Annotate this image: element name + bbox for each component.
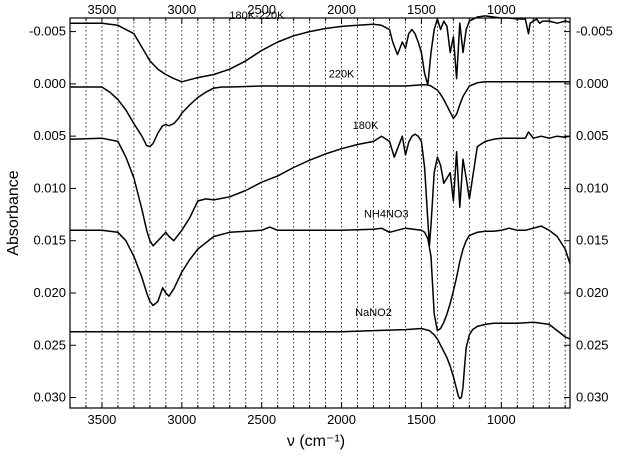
y-tick-label-left: 0.020 — [33, 285, 66, 300]
series-label-0: 180K-220K — [229, 10, 285, 22]
y-tick-label-left: 0.000 — [33, 76, 66, 91]
x-tick-label-bottom: 3500 — [87, 412, 116, 427]
y-tick-label-right: 0.030 — [576, 390, 609, 405]
series-line-4 — [70, 321, 571, 400]
y-tick-label-right: 0.010 — [576, 180, 609, 195]
y-tick-label-right: 0.020 — [576, 285, 609, 300]
series-line-1 — [70, 81, 570, 148]
series-label-1: 220K — [329, 69, 355, 81]
x-tick-label-top: 1000 — [487, 2, 516, 17]
x-tick-label-bottom: 3000 — [167, 412, 196, 427]
gridlines — [85, 18, 566, 408]
y-tick-label-left: 0.015 — [33, 233, 66, 248]
y-tick-label-left: 0.025 — [33, 337, 66, 352]
x-tick-label-top: 3000 — [167, 2, 196, 17]
x-tick-label-bottom: 2000 — [327, 412, 356, 427]
x-tick-label-top: 1500 — [407, 2, 436, 17]
series-label-2: 180K — [353, 120, 379, 132]
x-tick-label-bottom: 2500 — [247, 412, 276, 427]
series-label-3: NH4NO3 — [364, 209, 409, 221]
plot-area — [69, 17, 571, 409]
series-label-4: NaNO2 — [355, 307, 392, 319]
x-tick-label-top: 2000 — [327, 2, 356, 17]
y-tick-label-right: -0.005 — [576, 24, 613, 39]
x-tick-label-bottom: 1000 — [487, 412, 516, 427]
y-axis-title: Absorbance — [5, 170, 22, 255]
x-tick-label-top: 2500 — [247, 2, 276, 17]
y-tick-label-right: 0.005 — [576, 128, 609, 143]
y-tick-label-left: 0.010 — [33, 180, 66, 195]
axes: 3500 3500 3000 3000 2500 2500 2000 2000 1500 1500… — [29, 2, 613, 427]
x-tick-label-bottom: 1500 — [407, 412, 436, 427]
series-line-3 — [70, 225, 571, 332]
series-labels: 180K-220K 220K 180K NH4NO3 NaNO2 — [229, 10, 408, 319]
y-tick-label-right: 0.025 — [576, 337, 609, 352]
series-line-0 — [70, 15, 571, 86]
series-line-2 — [69, 131, 571, 247]
series-group — [69, 15, 571, 400]
x-axis-title: ν (cm⁻¹) — [287, 433, 345, 450]
y-tick-label-right: 0.015 — [576, 233, 609, 248]
x-tick-label-top: 3500 — [87, 2, 116, 17]
y-tick-label-right: 0.000 — [576, 76, 609, 91]
y-tick-label-left: 0.005 — [33, 128, 66, 143]
y-tick-label-left: 0.030 — [33, 390, 66, 405]
y-tick-label-left: -0.005 — [29, 24, 66, 39]
